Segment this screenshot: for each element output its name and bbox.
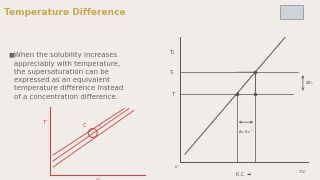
FancyBboxPatch shape <box>280 4 303 19</box>
Text: T: T <box>43 120 46 125</box>
Text: $T_1 C$: $T_1 C$ <box>298 168 308 176</box>
Text: 0: 0 <box>174 165 177 169</box>
Text: Temperature Difference: Temperature Difference <box>4 8 125 17</box>
Text: C: C <box>96 178 100 180</box>
Text: $T$: $T$ <box>171 89 176 98</box>
Text: K.C  ➡: K.C ➡ <box>236 172 252 177</box>
Text: When the solubility increases
appreciably with temperature,
the supersaturation : When the solubility increases appreciabl… <box>14 52 123 100</box>
Text: $T_s$: $T_s$ <box>169 68 176 77</box>
Text: $\Delta T_s$: $\Delta T_s$ <box>305 79 314 87</box>
Text: $T_1$: $T_1$ <box>169 48 176 57</box>
Text: ■: ■ <box>8 52 14 57</box>
Text: C: C <box>83 123 86 128</box>
Text: $\delta c, \delta c^*$: $\delta c, \delta c^*$ <box>238 128 254 138</box>
Text: c: c <box>99 123 101 128</box>
